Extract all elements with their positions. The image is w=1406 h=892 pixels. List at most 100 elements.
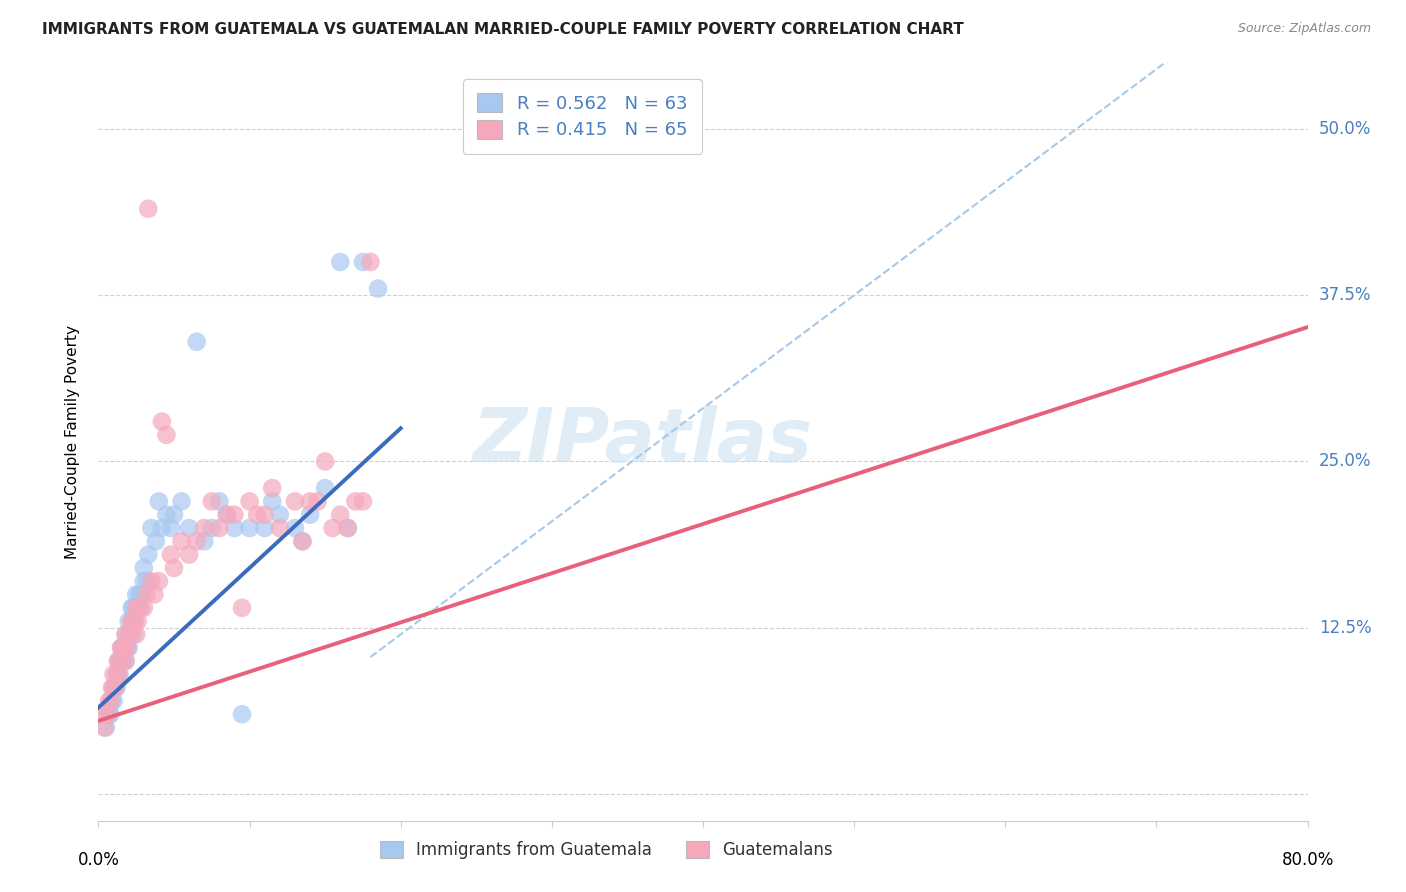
- Point: [201, 521, 224, 535]
- Point: [111, 654, 134, 668]
- Text: 25.0%: 25.0%: [1319, 452, 1371, 470]
- Point: [143, 587, 166, 601]
- Point: [104, 681, 127, 695]
- Point: [125, 600, 148, 615]
- Point: [253, 521, 276, 535]
- Point: [314, 481, 336, 495]
- Point: [307, 494, 329, 508]
- Point: [336, 521, 359, 535]
- Text: 37.5%: 37.5%: [1319, 286, 1371, 304]
- Point: [93, 721, 115, 735]
- Point: [94, 707, 117, 722]
- Point: [179, 548, 201, 562]
- Point: [127, 614, 149, 628]
- Point: [186, 534, 208, 549]
- Point: [129, 587, 152, 601]
- Text: IMMIGRANTS FROM GUATEMALA VS GUATEMALAN MARRIED-COUPLE FAMILY POVERTY CORRELATIO: IMMIGRANTS FROM GUATEMALA VS GUATEMALAN …: [42, 22, 965, 37]
- Point: [114, 654, 136, 668]
- Point: [314, 454, 336, 468]
- Point: [125, 587, 148, 601]
- Point: [150, 415, 173, 429]
- Point: [115, 640, 138, 655]
- Point: [299, 494, 322, 508]
- Point: [103, 681, 125, 695]
- Point: [135, 587, 157, 601]
- Point: [284, 494, 307, 508]
- Point: [224, 508, 246, 522]
- Point: [291, 534, 314, 549]
- Point: [110, 654, 132, 668]
- Point: [360, 255, 382, 269]
- Point: [122, 627, 145, 641]
- Point: [215, 508, 238, 522]
- Point: [163, 561, 186, 575]
- Point: [101, 694, 124, 708]
- Text: 50.0%: 50.0%: [1319, 120, 1371, 138]
- Point: [118, 614, 141, 628]
- Point: [132, 561, 155, 575]
- Point: [121, 600, 143, 615]
- Point: [145, 534, 167, 549]
- Point: [201, 494, 224, 508]
- Point: [107, 654, 129, 668]
- Point: [231, 707, 253, 722]
- Point: [108, 667, 131, 681]
- Point: [101, 681, 124, 695]
- Text: 0.0%: 0.0%: [77, 851, 120, 869]
- Point: [136, 548, 159, 562]
- Point: [121, 614, 143, 628]
- Point: [160, 548, 183, 562]
- Text: ZIPatlas: ZIPatlas: [472, 405, 813, 478]
- Point: [121, 614, 143, 628]
- Point: [141, 574, 163, 589]
- Point: [170, 534, 193, 549]
- Point: [96, 707, 118, 722]
- Point: [224, 521, 246, 535]
- Point: [129, 600, 152, 615]
- Point: [107, 654, 129, 668]
- Point: [100, 707, 122, 722]
- Point: [105, 681, 128, 695]
- Point: [367, 282, 389, 296]
- Text: 12.5%: 12.5%: [1319, 619, 1371, 637]
- Point: [329, 508, 352, 522]
- Point: [124, 614, 146, 628]
- Point: [128, 587, 150, 601]
- Point: [352, 255, 374, 269]
- Point: [112, 640, 135, 655]
- Point: [110, 640, 132, 655]
- Point: [155, 508, 177, 522]
- Text: 80.0%: 80.0%: [1281, 851, 1334, 869]
- Point: [132, 600, 155, 615]
- Point: [284, 521, 307, 535]
- Point: [114, 627, 136, 641]
- Point: [98, 694, 121, 708]
- Point: [246, 508, 269, 522]
- Point: [163, 508, 186, 522]
- Point: [208, 494, 231, 508]
- Point: [114, 627, 136, 641]
- Point: [193, 521, 215, 535]
- Point: [344, 494, 367, 508]
- Point: [299, 508, 322, 522]
- Point: [127, 600, 149, 615]
- Legend: Immigrants from Guatemala, Guatemalans: Immigrants from Guatemala, Guatemalans: [373, 834, 839, 865]
- Point: [262, 481, 284, 495]
- Point: [128, 600, 150, 615]
- Point: [110, 640, 132, 655]
- Point: [148, 494, 170, 508]
- Point: [269, 508, 291, 522]
- Point: [98, 707, 121, 722]
- Point: [120, 627, 142, 641]
- Point: [125, 600, 148, 615]
- Point: [120, 627, 142, 641]
- Point: [269, 521, 291, 535]
- Point: [239, 494, 262, 508]
- Point: [150, 521, 173, 535]
- Point: [110, 654, 132, 668]
- Y-axis label: Married-Couple Family Poverty: Married-Couple Family Poverty: [65, 325, 80, 558]
- Point: [107, 667, 129, 681]
- Point: [186, 334, 208, 349]
- Point: [122, 614, 145, 628]
- Point: [215, 508, 238, 522]
